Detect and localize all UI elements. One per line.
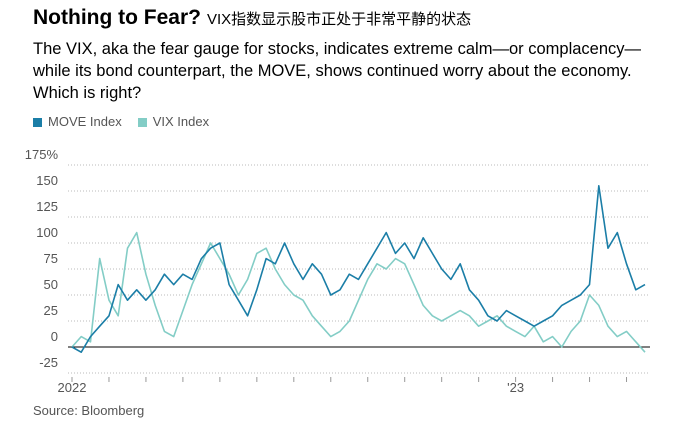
y-tick-label: 50 xyxy=(44,277,58,292)
y-tick-label: 0 xyxy=(51,329,58,344)
y-tick-label: 75 xyxy=(44,251,58,266)
legend-swatch xyxy=(137,118,147,127)
series-line xyxy=(71,185,646,353)
series-line xyxy=(71,231,646,353)
y-tick-label: -25 xyxy=(39,355,58,370)
legend-item: MOVE Index xyxy=(33,114,122,129)
y-tick-label: 125 xyxy=(36,199,58,214)
chart-title: Nothing to Fear? xyxy=(33,6,201,29)
x-tick-label: '23 xyxy=(507,380,524,395)
title-row: Nothing to Fear? VIX指数显示股市正处于非常平静的状态 xyxy=(33,6,471,30)
y-tick-label: 100 xyxy=(36,225,58,240)
legend-label: VIX Index xyxy=(152,114,210,129)
y-tick-label: 175% xyxy=(25,147,59,162)
source: Source: Bloomberg xyxy=(33,403,145,418)
legend-item: VIX Index xyxy=(137,114,210,129)
legend: MOVE Index VIX Index xyxy=(33,114,209,129)
legend-label: MOVE Index xyxy=(48,114,122,129)
title-note: VIX指数显示股市正处于非常平静的状态 xyxy=(206,11,472,28)
legend-swatch xyxy=(33,118,42,127)
y-tick-label: 25 xyxy=(44,303,58,318)
x-tick-label: 2022 xyxy=(58,380,87,395)
subtitle: The VIX, aka the fear gauge for stocks, … xyxy=(33,40,642,102)
y-tick-label: 150 xyxy=(36,173,58,188)
